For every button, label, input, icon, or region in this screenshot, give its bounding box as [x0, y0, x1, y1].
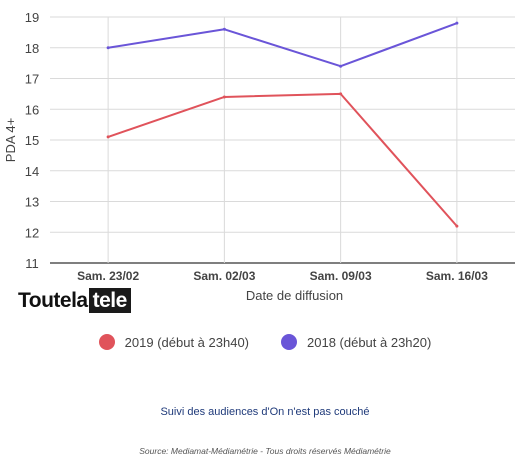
- y-tick-label: 16: [25, 102, 39, 117]
- y-tick-label: 19: [25, 10, 39, 25]
- data-point: [455, 224, 459, 228]
- y-tick-label: 11: [25, 256, 39, 271]
- y-tick-label: 12: [25, 225, 39, 240]
- data-point: [222, 27, 226, 31]
- legend-dot-2018: [281, 334, 297, 350]
- y-tick-label: 18: [25, 41, 39, 56]
- series-line-1: [107, 22, 458, 68]
- source-note: Source: Mediamat-Médiamétrie - Tous droi…: [139, 446, 391, 456]
- logo-text-part1: Toutela: [18, 289, 88, 312]
- data-point: [106, 46, 110, 50]
- x-axis-title: Date de diffusion: [246, 288, 343, 303]
- x-tick-label: Sam. 09/03: [310, 269, 372, 283]
- legend-item-2018[interactable]: 2018 (début à 23h20): [281, 334, 431, 350]
- x-tick-label: Sam. 02/03: [193, 269, 255, 283]
- chart-caption: Suivi des audiences d'On n'est pas couch…: [160, 406, 370, 418]
- data-point: [106, 135, 110, 139]
- legend-label-2019: 2019 (début à 23h40): [124, 334, 249, 350]
- y-tick-label: 14: [25, 164, 39, 179]
- series-line-0: [107, 92, 458, 227]
- data-point: [455, 21, 459, 25]
- legend-item-2019[interactable]: 2019 (début à 23h40): [98, 334, 249, 350]
- chart-grid: [50, 16, 515, 264]
- data-point: [339, 92, 343, 96]
- toutelatele-logo: Toutela tele: [18, 288, 131, 313]
- data-point: [222, 95, 226, 99]
- x-tick-label: Sam. 23/02: [77, 269, 139, 283]
- data-point: [339, 64, 343, 68]
- legend-dot-2019: [98, 334, 115, 350]
- x-tick-label: Sam. 16/03: [426, 269, 488, 283]
- chart-legend: 2019 (début à 23h40) 2018 (début à 23h20…: [0, 334, 530, 350]
- y-tick-label: 17: [25, 72, 39, 87]
- series-lines: [106, 21, 459, 228]
- y-axis-ticks: 11 12 13 14 15 16 17 18 19: [25, 10, 39, 271]
- x-axis-ticks: Sam. 23/02 Sam. 02/03 Sam. 09/03 Sam. 16/03: [77, 269, 488, 283]
- logo-text-part2: tele: [88, 288, 131, 313]
- legend-label-2018: 2018 (début à 23h20): [307, 334, 432, 350]
- y-axis-title: PDA 4+: [3, 118, 18, 162]
- y-tick-label: 13: [25, 195, 39, 210]
- y-tick-label: 15: [25, 133, 39, 148]
